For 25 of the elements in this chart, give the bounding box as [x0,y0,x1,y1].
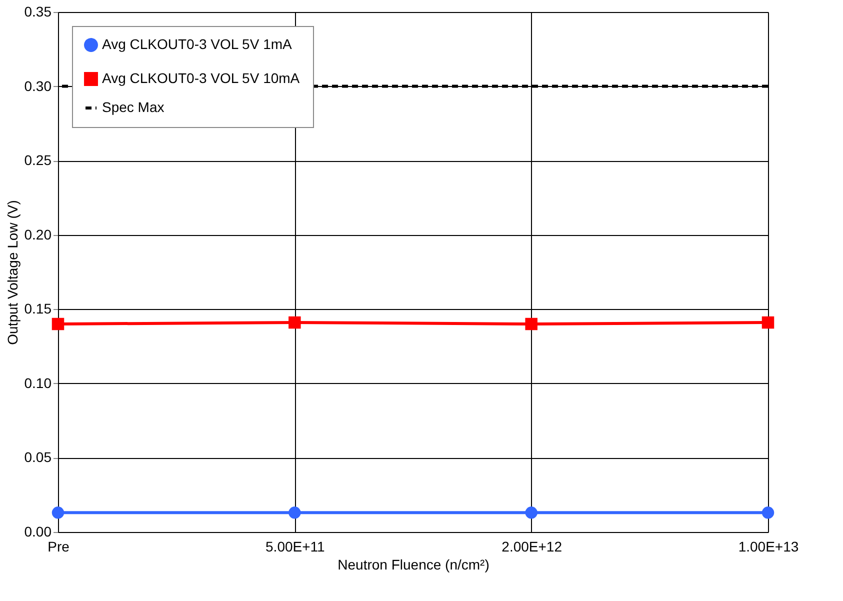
legend-label: Avg CLKOUT0-3 VOL 5V 1mA [102,36,293,52]
point [52,318,64,330]
legend-label: Avg CLKOUT0-3 VOL 5V 10mA [102,70,300,86]
x-tick-label: Pre [48,538,70,554]
y-axis-title: Output Voltage Low (V) [4,200,20,345]
y-tick-label: 0.10 [24,374,52,391]
y-tick-label: 0.15 [24,300,52,317]
point [288,316,301,329]
y-tick-label: 0.25 [24,152,52,168]
x-tick-label: 2.00E+12 [502,538,562,554]
y-tick-label: 0.05 [24,449,52,466]
point [52,506,64,519]
legend-label: Spec Max [102,99,164,115]
point [525,506,538,519]
point [288,506,301,519]
x-tick-label: 5.00E+11 [266,538,326,554]
y-tick-label: 0.35 [24,4,52,20]
point [762,506,774,519]
y-tick-label: 0.00 [24,524,52,540]
point [525,318,538,330]
point [762,316,774,329]
y-tick-label: 0.20 [24,226,52,242]
x-axis-title: Neutron Fluence (n/cm²) [338,556,490,572]
x-tick-label: 1.00E+13 [738,538,799,554]
y-tick-label: 0.30 [24,78,52,94]
